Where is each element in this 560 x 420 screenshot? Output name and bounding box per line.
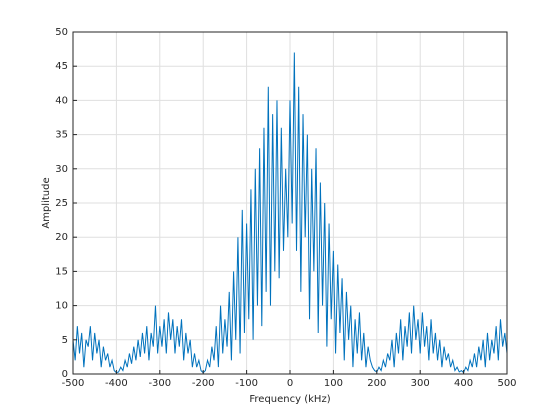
- x-tick-label: 200: [367, 378, 386, 389]
- y-tick-label: 40: [55, 95, 68, 106]
- x-tick-label: 500: [497, 378, 516, 389]
- x-tick-label: -100: [235, 378, 258, 389]
- x-tick-label: 100: [324, 378, 343, 389]
- y-tick-label: 50: [55, 27, 68, 38]
- y-tick-label: 15: [55, 266, 68, 277]
- y-tick-label: 20: [55, 232, 68, 243]
- x-tick-label: -500: [62, 378, 85, 389]
- x-tick-label: -200: [192, 378, 215, 389]
- y-tick-label: 30: [55, 164, 68, 175]
- x-tick-label: -400: [105, 378, 128, 389]
- plot: [72, 52, 508, 374]
- y-axis-label: Amplitude: [41, 177, 52, 228]
- x-tick-label: 400: [454, 378, 473, 389]
- x-tick-label: 300: [411, 378, 430, 389]
- x-tick-label: -300: [148, 378, 171, 389]
- y-tick-label: 45: [55, 61, 68, 72]
- y-tick-label: 25: [55, 198, 68, 209]
- y-tick-label: 0: [62, 369, 68, 380]
- x-axis-label: Frequency (kHz): [249, 394, 330, 405]
- y-tick-label: 10: [55, 301, 68, 312]
- y-tick-label: 5: [62, 335, 68, 346]
- y-tick-label: 35: [55, 130, 68, 141]
- line: [72, 52, 508, 374]
- x-tick-label: 0: [287, 378, 293, 389]
